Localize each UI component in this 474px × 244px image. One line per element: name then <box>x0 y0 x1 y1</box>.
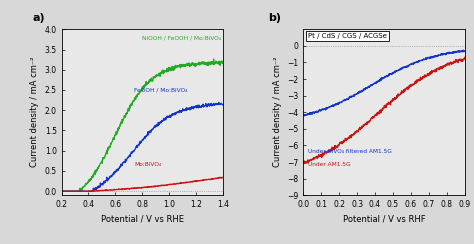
Text: Mo:BiVO₄: Mo:BiVO₄ <box>134 162 161 167</box>
Text: FeOOH / Mo:BiVO₄: FeOOH / Mo:BiVO₄ <box>134 87 188 92</box>
Text: NiOOH / FeOOH / Mo:BiVO₄: NiOOH / FeOOH / Mo:BiVO₄ <box>142 36 221 41</box>
Text: Under BiVO₄ filtered AM1.5G: Under BiVO₄ filtered AM1.5G <box>308 149 392 154</box>
Text: b): b) <box>268 13 281 23</box>
Text: a): a) <box>33 13 45 23</box>
Y-axis label: Current density / mA cm⁻²: Current density / mA cm⁻² <box>273 57 282 167</box>
Text: Pt / CdS / CGS / ACGSe: Pt / CdS / CGS / ACGSe <box>308 33 387 39</box>
X-axis label: Potential / V vs RHF: Potential / V vs RHF <box>343 215 425 224</box>
Text: Under AM1.5G: Under AM1.5G <box>308 162 351 167</box>
X-axis label: Potential / V vs RHE: Potential / V vs RHE <box>100 215 184 224</box>
Y-axis label: Current density / mA cm⁻²: Current density / mA cm⁻² <box>30 57 39 167</box>
